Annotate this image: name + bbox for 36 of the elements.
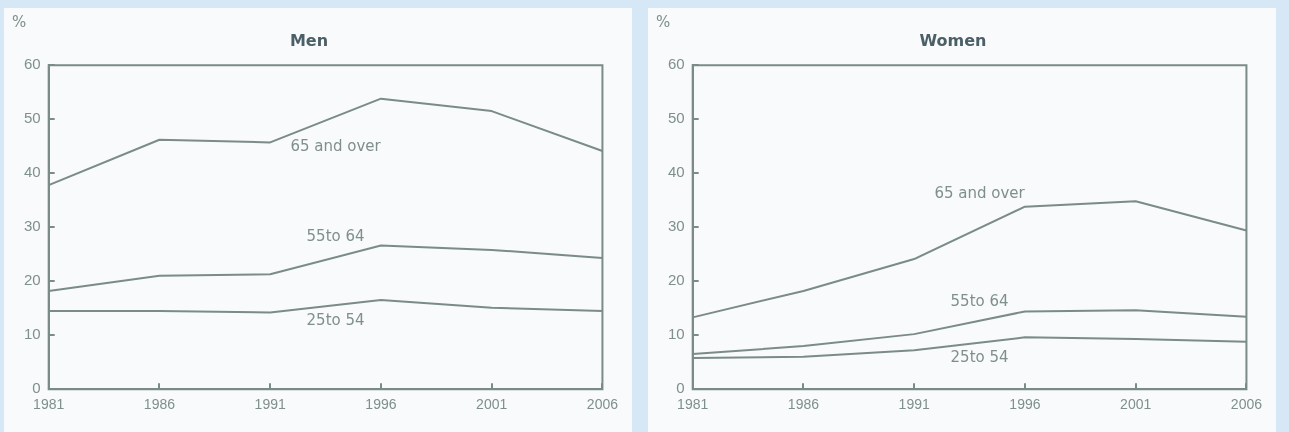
y-tick-label: 10	[668, 325, 685, 343]
x-tick-label: 1981	[677, 396, 709, 413]
y-tick-label: 40	[668, 163, 685, 181]
y-tick-label: 50	[668, 109, 685, 127]
series-label: 25to 54	[950, 348, 1009, 367]
chart-title: Men	[289, 30, 329, 50]
y-tick-label: 50	[24, 109, 41, 127]
x-tick-label: 1986	[143, 396, 176, 413]
x-tick-label: 2006	[586, 396, 619, 413]
x-tick-label: 1996	[1009, 396, 1041, 413]
x-tick-label: 1996	[365, 396, 397, 413]
x-tick-label: 2001	[476, 396, 508, 413]
y-tick-label: 40	[24, 163, 41, 181]
y-axis-title: %	[656, 13, 671, 32]
series-label: 65 and over	[290, 136, 382, 155]
y-tick-label: 0	[32, 379, 41, 397]
y-tick-label: 30	[24, 217, 41, 235]
series-label: 65 and over	[934, 184, 1026, 203]
x-tick-label: 1991	[898, 396, 930, 413]
y-tick-label: 20	[24, 271, 41, 289]
x-tick-label: 1986	[787, 396, 820, 413]
series-label: 55to 64	[950, 292, 1009, 311]
y-tick-label: 0	[676, 379, 685, 397]
x-tick-label: 2006	[1230, 396, 1263, 413]
x-tick-label: 1981	[33, 396, 65, 413]
x-tick-label: 2001	[1120, 396, 1152, 413]
series-label: 25to 54	[306, 310, 365, 329]
x-tick-label: 1991	[254, 396, 286, 413]
y-tick-label: 60	[668, 55, 685, 73]
y-axis-title: %	[12, 13, 27, 32]
y-tick-label: 60	[24, 55, 41, 73]
series-label: 55to 64	[306, 227, 365, 246]
chart-title: Women	[919, 30, 987, 50]
y-tick-label: 20	[668, 271, 685, 289]
y-tick-label: 10	[24, 325, 41, 343]
y-tick-label: 30	[668, 217, 685, 235]
